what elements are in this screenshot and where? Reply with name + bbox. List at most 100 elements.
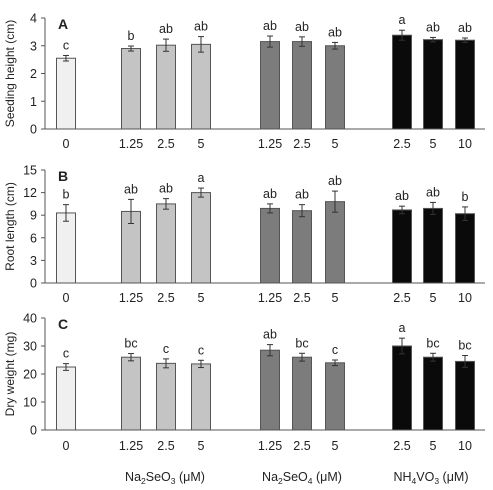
- significance-label: ab: [159, 22, 173, 36]
- panel-letter: B: [58, 168, 68, 184]
- group-labels: Na2SeO3 (μM) Na2SeO4 (μM) NH4VO3 (μM): [125, 470, 468, 486]
- y-tick-label: 40: [23, 312, 37, 326]
- x-tick-label: 0: [63, 439, 70, 453]
- group-label-na2seo4: Na2SeO4 (μM): [262, 470, 342, 486]
- y-tick-label: 2: [30, 67, 37, 81]
- bar: [121, 48, 141, 130]
- x-tick-label: 5: [430, 291, 437, 305]
- significance-label: c: [198, 343, 204, 357]
- y-tick-label: 9: [30, 209, 37, 223]
- bar: [392, 34, 412, 130]
- bar: [455, 360, 475, 431]
- y-tick-label: 4: [30, 12, 37, 26]
- x-tick-label: 2.5: [157, 291, 174, 305]
- panel-b: 0 3 6 9 12 15 Root length (cm) Bb 0 ab 1.25 ab 2.5 a 5…: [3, 164, 485, 305]
- significance-label: ab: [458, 21, 472, 35]
- x-tick-label: 2.5: [293, 291, 310, 305]
- y-tick-label: 3: [30, 254, 37, 268]
- x-tick-label: 5: [332, 291, 339, 305]
- panel-letter: C: [58, 316, 68, 332]
- bar: [292, 210, 312, 284]
- x-tick-label: 1.25: [258, 137, 282, 151]
- significance-label: bc: [124, 337, 137, 351]
- significance-label: a: [399, 321, 406, 335]
- significance-label: bc: [295, 336, 308, 350]
- x-tick-label: 5: [198, 291, 205, 305]
- x-tick-label: 5: [430, 439, 437, 453]
- bar: [156, 44, 176, 130]
- y-axis-label: Root length (cm): [3, 182, 17, 271]
- y-axis-label: Dry weight (mg): [3, 332, 17, 417]
- x-tick-label: 0: [63, 291, 70, 305]
- bar: [191, 363, 211, 431]
- significance-label: ab: [426, 20, 440, 34]
- x-tick-label: 5: [332, 439, 339, 453]
- significance-label: c: [332, 343, 338, 357]
- significance-label: ab: [263, 19, 277, 33]
- bar: [191, 43, 211, 130]
- significance-label: a: [198, 171, 205, 185]
- panel-a: 0 1 2 3 4 Seeding height (cm) Ac 0 b 1.25 ab 2.5 ab 5…: [3, 12, 485, 151]
- significance-label: ab: [194, 20, 208, 34]
- bar: [423, 356, 443, 431]
- bar: [191, 192, 211, 284]
- x-tick-label: 2.5: [393, 439, 410, 453]
- y-tick-label: 6: [30, 231, 37, 245]
- x-tick-label: 1.25: [119, 291, 143, 305]
- y-tick-label: 30: [23, 340, 37, 354]
- bar: [423, 207, 443, 284]
- bar: [56, 57, 76, 130]
- bar: [292, 41, 312, 130]
- bar: [455, 213, 475, 284]
- bar: [455, 39, 475, 130]
- significance-label: c: [163, 342, 169, 356]
- bar: [121, 356, 141, 431]
- bar: [56, 366, 76, 431]
- y-tick-label: 0: [30, 277, 37, 291]
- x-tick-label: 1.25: [119, 439, 143, 453]
- x-tick-label: 10: [458, 137, 472, 151]
- y-tick-label: 15: [23, 164, 37, 178]
- panel-letter: A: [58, 16, 68, 32]
- bar: [423, 39, 443, 130]
- significance-label: b: [462, 190, 469, 204]
- bar: [156, 203, 176, 284]
- x-tick-label: 2.5: [393, 291, 410, 305]
- y-tick-label: 3: [30, 39, 37, 53]
- significance-label: bc: [458, 339, 471, 353]
- significance-label: c: [63, 347, 69, 361]
- bar: [325, 201, 345, 284]
- significance-label: ab: [295, 188, 309, 202]
- x-tick-label: 2.5: [393, 137, 410, 151]
- bar: [325, 45, 345, 130]
- significance-label: ab: [295, 20, 309, 34]
- bar: [392, 209, 412, 284]
- significance-label: ab: [124, 182, 138, 196]
- y-axis-label: Seeding height (cm): [3, 20, 17, 127]
- bar: [260, 349, 280, 431]
- x-tick-label: 1.25: [258, 291, 282, 305]
- significance-label: b: [63, 188, 70, 202]
- x-tick-label: 5: [198, 137, 205, 151]
- x-tick-label: 1.25: [258, 439, 282, 453]
- bar: [260, 41, 280, 130]
- x-tick-label: 2.5: [157, 439, 174, 453]
- y-tick-label: 12: [23, 186, 37, 200]
- x-tick-label: 2.5: [293, 137, 310, 151]
- group-label-na2seo3: Na2SeO3 (μM): [125, 470, 205, 486]
- x-tick-label: 2.5: [293, 439, 310, 453]
- significance-label: bc: [426, 336, 439, 350]
- significance-label: ab: [328, 174, 342, 188]
- x-tick-label: 5: [198, 439, 205, 453]
- y-tick-label: 10: [23, 396, 37, 410]
- bar: [325, 362, 345, 431]
- x-tick-label: 2.5: [157, 137, 174, 151]
- significance-label: b: [128, 29, 135, 43]
- bar: [292, 356, 312, 431]
- group-label-nh4vo3: NH4VO3 (μM): [393, 470, 468, 486]
- panel-c: 0 10 20 30 40 Dry weight (mg) Cc 0 bc 1.25 c 2.5 c 5 a…: [3, 312, 485, 453]
- bar: [392, 345, 412, 431]
- y-tick-label: 1: [30, 95, 37, 109]
- y-tick-label: 0: [30, 123, 37, 137]
